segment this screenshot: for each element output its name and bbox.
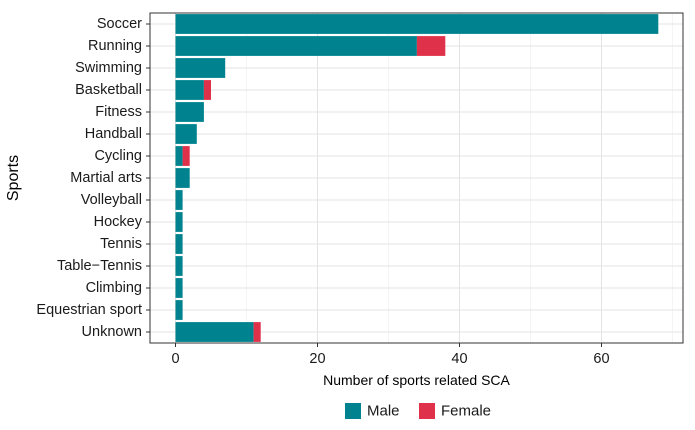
bars bbox=[175, 14, 659, 342]
bar-male-tennis bbox=[175, 234, 183, 254]
x-axis: 0 20 40 60 bbox=[171, 343, 610, 367]
y-tick-label: Unknown bbox=[82, 324, 142, 340]
bar-male-martial-arts bbox=[175, 168, 190, 188]
bar-female-unknown bbox=[253, 322, 261, 342]
bar-male-soccer bbox=[175, 14, 659, 34]
bar-male-volleyball bbox=[175, 190, 183, 210]
legend-swatch-female bbox=[419, 403, 435, 419]
legend-label-male: Male bbox=[367, 403, 400, 420]
y-axis: Soccer Running Swimming Basketball Fitness Ha… bbox=[36, 16, 150, 340]
bar-male-unknown bbox=[175, 322, 254, 342]
x-tick-label: 60 bbox=[593, 351, 609, 367]
y-tick-label: Swimming bbox=[75, 60, 142, 76]
bar-male-climbing bbox=[175, 278, 183, 298]
x-tick-label: 40 bbox=[451, 351, 467, 367]
y-tick-label: Hockey bbox=[94, 214, 143, 230]
y-tick-label: Martial arts bbox=[70, 170, 142, 186]
y-tick-label: Basketball bbox=[75, 82, 142, 98]
bar-male-table-tennis bbox=[175, 256, 183, 276]
y-tick-label: Tennis bbox=[100, 236, 142, 252]
y-tick-label: Soccer bbox=[97, 16, 142, 32]
legend-swatch-male bbox=[345, 403, 361, 419]
y-tick-label: Handball bbox=[85, 126, 142, 142]
legend: Male Female bbox=[345, 403, 491, 420]
bar-male-basketball bbox=[175, 80, 204, 100]
bar-female-cycling bbox=[182, 146, 190, 166]
y-tick-label: Table−Tennis bbox=[57, 258, 142, 274]
bar-male-equestrian-sport bbox=[175, 300, 183, 320]
gridlines bbox=[150, 13, 683, 343]
bar-male-running bbox=[175, 36, 417, 56]
y-axis-label: Sports bbox=[5, 155, 22, 201]
x-tick-label: 0 bbox=[171, 351, 179, 367]
bar-female-basketball bbox=[203, 80, 211, 100]
y-tick-label: Volleyball bbox=[81, 192, 142, 208]
bar-male-hockey bbox=[175, 212, 183, 232]
y-tick-label: Equestrian sport bbox=[36, 302, 142, 318]
bar-male-handball bbox=[175, 124, 197, 144]
x-axis-label: Number of sports related SCA bbox=[323, 372, 510, 388]
y-tick-label: Cycling bbox=[94, 148, 142, 164]
x-tick-label: 20 bbox=[309, 351, 325, 367]
y-tick-label: Fitness bbox=[95, 104, 142, 120]
legend-label-female: Female bbox=[441, 403, 491, 420]
y-tick-label: Climbing bbox=[86, 280, 142, 296]
bar-male-cycling bbox=[175, 146, 183, 166]
bar-female-running bbox=[416, 36, 446, 56]
y-tick-label: Running bbox=[88, 38, 142, 54]
bar-male-swimming bbox=[175, 58, 226, 78]
bar-male-fitness bbox=[175, 102, 204, 122]
